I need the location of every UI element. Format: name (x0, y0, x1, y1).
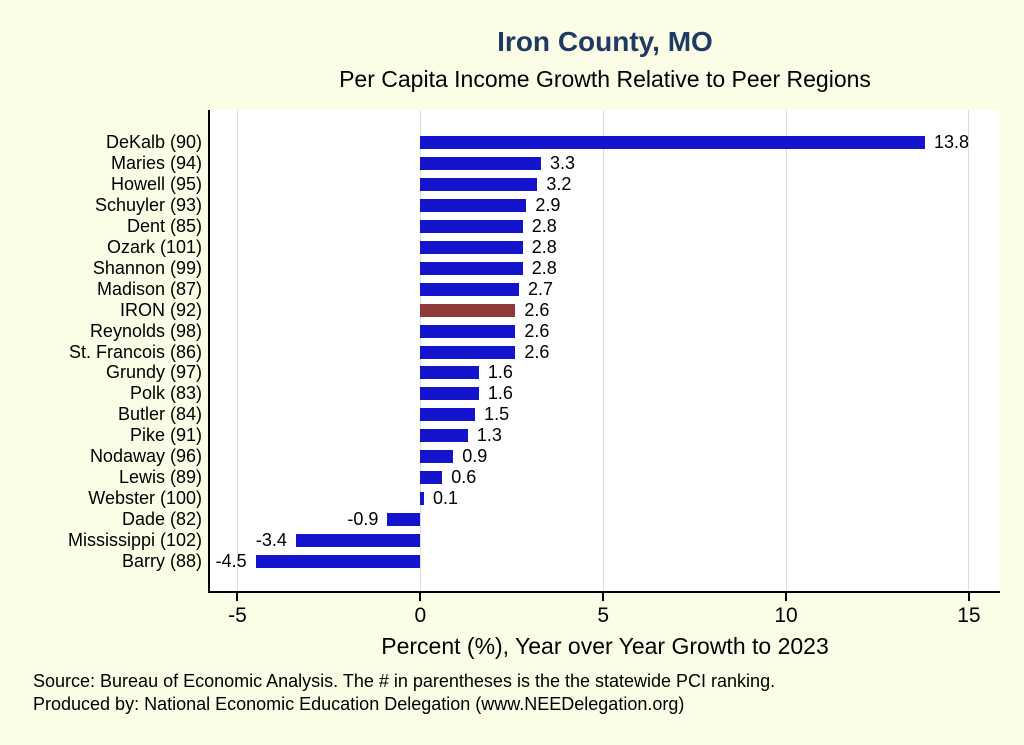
x-axis-line (208, 591, 1000, 593)
bar (420, 387, 479, 401)
chart-title: Iron County, MO (497, 26, 713, 57)
x-axis-tick (967, 593, 970, 601)
bar (255, 555, 421, 569)
x-axis-tick (602, 593, 605, 601)
category-label: Dade (82) (121, 509, 202, 530)
bar (420, 345, 516, 359)
value-label: 0.6 (451, 467, 477, 488)
bar (420, 408, 476, 422)
value-label: 3.3 (549, 152, 576, 173)
value-label: -0.9 (347, 509, 379, 530)
bar (420, 261, 523, 275)
bar (420, 366, 479, 380)
value-label: -3.4 (255, 530, 287, 551)
x-axis-tick-label: 0 (414, 604, 427, 627)
value-label: 2.6 (524, 299, 550, 320)
value-label: 3.2 (546, 173, 572, 194)
bar (420, 324, 516, 338)
bar (420, 219, 523, 233)
category-label: Shannon (99) (92, 257, 202, 278)
category-label: Reynolds (98) (89, 320, 202, 341)
y-axis-line (208, 110, 210, 593)
category-label: DeKalb (90) (105, 131, 202, 152)
category-label: Polk (83) (129, 383, 202, 404)
value-label: 13.8 (934, 131, 970, 152)
value-label: 2.8 (531, 257, 557, 278)
source-note: Source: Bureau of Economic Analysis. The… (33, 671, 776, 691)
bar (420, 492, 424, 506)
chart-subtitle: Per Capita Income Growth Relative to Pee… (339, 66, 871, 92)
category-label: IRON (92) (119, 299, 202, 320)
producer-note: Produced by: National Economic Education… (33, 694, 685, 714)
value-label: 2.9 (535, 194, 561, 215)
value-label: 0.9 (462, 446, 488, 467)
bar (420, 429, 468, 443)
gridline (968, 110, 970, 591)
category-label: Pike (91) (129, 425, 202, 446)
gridline (785, 110, 787, 591)
gridline (236, 110, 238, 591)
gridline (602, 110, 604, 591)
bar (420, 471, 443, 485)
value-label: 1.6 (487, 383, 513, 404)
x-axis-tick (236, 593, 239, 601)
category-label: Nodaway (96) (89, 446, 202, 467)
x-axis-title: Percent (%), Year over Year Growth to 20… (381, 633, 829, 659)
category-label: Howell (95) (110, 173, 202, 194)
plot-area (210, 110, 1000, 591)
value-label: 2.8 (531, 236, 557, 257)
bar (420, 135, 926, 149)
category-label: Lewis (89) (118, 467, 202, 488)
value-label: -4.5 (215, 551, 247, 572)
x-axis-tick-label: 10 (774, 604, 798, 627)
bar (420, 282, 520, 296)
x-axis-tick (419, 593, 422, 601)
category-label: Mississippi (102) (67, 530, 202, 551)
bar (387, 513, 421, 527)
category-label: Dent (85) (126, 215, 202, 236)
value-label: 1.6 (487, 362, 513, 383)
category-label: Maries (94) (110, 152, 202, 173)
bar (295, 534, 421, 548)
x-axis-tick-label: 5 (597, 604, 609, 627)
bar (420, 156, 541, 170)
value-label: 1.3 (476, 425, 502, 446)
bar-highlighted (420, 303, 516, 317)
bar (420, 198, 527, 212)
category-label: Schuyler (93) (94, 194, 202, 215)
category-label: Barry (88) (121, 551, 202, 572)
value-label: 2.6 (524, 320, 550, 341)
value-label: 2.7 (528, 278, 554, 299)
value-label: 2.8 (531, 215, 557, 236)
category-label: Butler (84) (117, 404, 202, 425)
x-axis-tick-label: -5 (228, 604, 247, 627)
value-label: 1.5 (484, 404, 510, 425)
value-label: 0.1 (432, 488, 458, 509)
category-label: St. Francois (86) (68, 341, 202, 362)
category-label: Grundy (97) (105, 362, 202, 383)
x-axis-tick-label: 15 (957, 604, 981, 627)
bar (420, 240, 523, 254)
category-label: Madison (87) (96, 278, 202, 299)
category-label: Ozark (101) (106, 236, 202, 257)
value-label: 2.6 (524, 341, 550, 362)
bar (420, 177, 538, 191)
x-axis-tick (785, 593, 788, 601)
category-label: Webster (100) (88, 488, 202, 509)
bar (420, 450, 454, 464)
